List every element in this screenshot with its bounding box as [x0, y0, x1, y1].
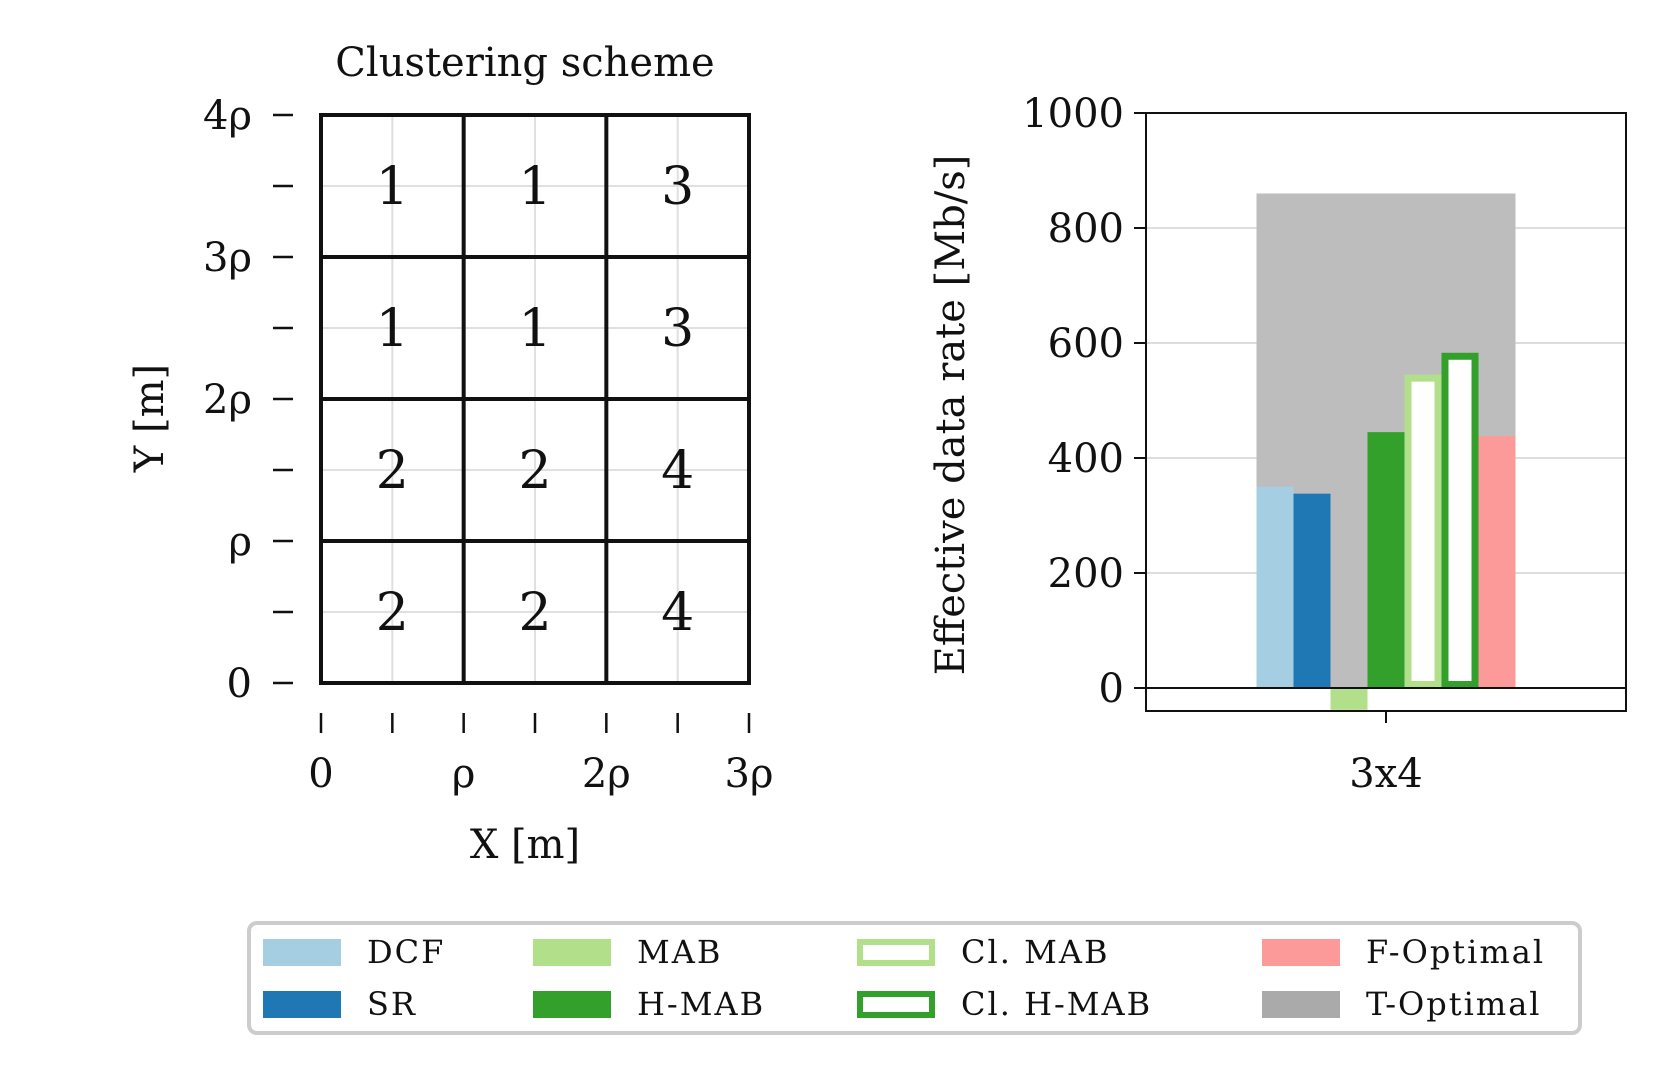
grid-y-tick-label: 0 — [227, 661, 252, 707]
grid-cell-label: 1 — [376, 157, 409, 217]
legend-swatch-t-optimal — [1262, 991, 1340, 1018]
grid-x-tick-label: 0 — [308, 751, 333, 797]
grid-cell-labels: 1 1 3 1 1 3 2 2 4 2 2 4 — [376, 157, 694, 643]
bar-chart-panel: 0 200 400 600 800 1000 3x4 Effective data rat… — [928, 91, 1627, 797]
grid-cell-label: 2 — [376, 441, 409, 501]
grid-cell-label: 4 — [661, 583, 694, 643]
legend-label-sr: SR — [367, 985, 417, 1023]
grid-cell-label: 3 — [661, 299, 694, 359]
grid-y-tick-label: 3ρ — [203, 235, 252, 281]
grid-x-tick-label: 2ρ — [582, 751, 631, 797]
bar-cl-h-mab — [1441, 352, 1479, 688]
legend: DCF SR MAB H-MAB Cl. MAB Cl. H-MAB F-Optimal T-… — [247, 921, 1582, 1035]
bar-h-mab — [1367, 432, 1405, 688]
bar-f-optimal — [1478, 436, 1516, 688]
grid-cell-label: 1 — [518, 299, 551, 359]
bar-y-tick-label: 1000 — [1022, 91, 1124, 137]
bar-mab — [1330, 688, 1368, 710]
grid-x-tick-label: 3ρ — [725, 751, 774, 797]
clustering-grid-panel: Clustering scheme 1 1 3 1 1 3 2 2 4 2 2 4 0 ρ 2ρ 3ρ 0 ρ… — [127, 40, 773, 868]
legend-swatch-mab — [533, 939, 611, 966]
legend-swatch-cl-h-mab — [857, 991, 935, 1018]
grid-x-axis-label: X [m] — [470, 822, 580, 868]
bar-y-tick-label: 800 — [1048, 206, 1124, 252]
legend-label-t-optimal: T-Optimal — [1366, 985, 1542, 1023]
grid-cell-label: 2 — [518, 583, 551, 643]
legend-swatch-sr — [263, 991, 341, 1018]
legend-swatch-h-mab — [533, 991, 611, 1018]
bar-y-tick-label: 600 — [1048, 321, 1124, 367]
grid-x-tick-labels: 0 ρ 2ρ 3ρ — [308, 751, 773, 797]
bar-y-tick-label: 200 — [1048, 551, 1124, 597]
grid-y-tick-label: 4ρ — [203, 93, 252, 139]
legend-swatch-dcf — [263, 939, 341, 966]
bar-y-tick-label: 400 — [1048, 436, 1124, 482]
grid-cell-label: 4 — [661, 441, 694, 501]
grid-cell-label: 1 — [376, 299, 409, 359]
legend-label-cl-h-mab: Cl. H-MAB — [961, 985, 1152, 1023]
legend-label-mab: MAB — [637, 933, 722, 971]
legend-label-cl-mab: Cl. MAB — [961, 933, 1109, 971]
legend-label-f-optimal: F-Optimal — [1366, 933, 1545, 971]
grid-cell-borders — [319, 113, 751, 685]
bar-chart-x-ticks: 3x4 — [1349, 711, 1423, 797]
grid-x-tick-label: ρ — [452, 751, 476, 797]
legend-swatch-cl-mab — [857, 939, 935, 966]
bar-cl-mab — [1404, 374, 1442, 688]
grid-cell-label: 2 — [376, 583, 409, 643]
bar-dcf — [1256, 486, 1294, 688]
grid-ticks — [273, 113, 751, 733]
legend-label-h-mab: H-MAB — [637, 985, 765, 1023]
grid-y-axis-label: Y [m] — [127, 364, 173, 473]
grid-y-tick-label: ρ — [228, 519, 252, 565]
bar-chart-y-axis-label: Effective data rate [Mb/s] — [928, 155, 974, 676]
grid-y-tick-label: 2ρ — [203, 377, 252, 423]
bar-x-tick-label: 3x4 — [1349, 751, 1422, 797]
bar-chart-bars — [1256, 352, 1516, 710]
bar-y-tick-label: 0 — [1099, 666, 1124, 712]
grid-cell-label: 1 — [518, 157, 551, 217]
bar-chart-y-ticks: 0 200 400 600 800 1000 — [1022, 91, 1146, 712]
grid-cell-label: 3 — [661, 157, 694, 217]
legend-label-dcf: DCF — [367, 933, 445, 971]
bar-sr — [1293, 493, 1331, 688]
grid-cell-label: 2 — [518, 441, 551, 501]
legend-swatch-f-optimal — [1262, 939, 1340, 966]
grid-y-tick-labels: 0 ρ 2ρ 3ρ 4ρ — [203, 93, 252, 707]
grid-title: Clustering scheme — [335, 40, 714, 86]
